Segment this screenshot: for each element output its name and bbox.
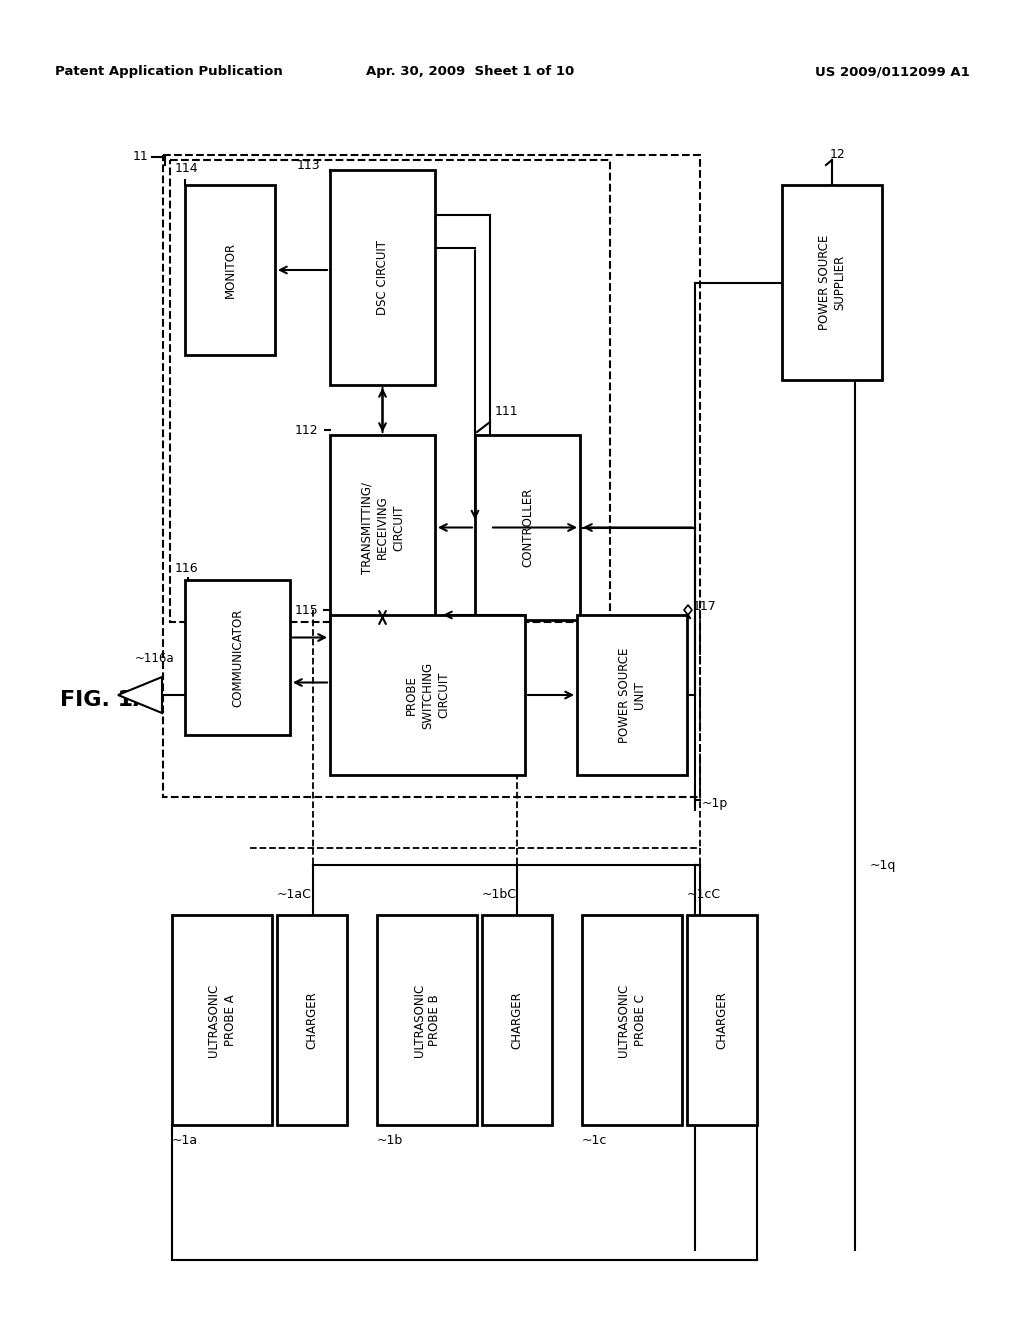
Text: Apr. 30, 2009  Sheet 1 of 10: Apr. 30, 2009 Sheet 1 of 10 bbox=[366, 66, 574, 78]
Text: ~1p: ~1p bbox=[702, 797, 728, 810]
Text: 12: 12 bbox=[830, 149, 846, 161]
Bar bbox=[330, 170, 435, 385]
Text: POWER SOURCE
UNIT: POWER SOURCE UNIT bbox=[617, 647, 646, 743]
Text: 113: 113 bbox=[296, 158, 319, 172]
Text: ~1a: ~1a bbox=[172, 1134, 198, 1147]
Bar bbox=[782, 185, 882, 380]
Bar bbox=[577, 615, 687, 775]
Bar bbox=[330, 436, 435, 620]
Text: CHARGER: CHARGER bbox=[305, 991, 318, 1049]
Text: 116: 116 bbox=[175, 562, 199, 576]
Text: Patent Application Publication: Patent Application Publication bbox=[55, 66, 283, 78]
Bar bbox=[330, 615, 525, 775]
Text: MONITOR: MONITOR bbox=[223, 242, 237, 298]
Bar bbox=[377, 915, 477, 1125]
Bar bbox=[163, 154, 700, 797]
Text: ~1aC: ~1aC bbox=[278, 888, 312, 902]
Text: POWER SOURCE
SUPPLIER: POWER SOURCE SUPPLIER bbox=[817, 235, 847, 330]
Bar bbox=[185, 185, 275, 355]
Bar bbox=[687, 915, 757, 1125]
Text: 114: 114 bbox=[175, 162, 199, 176]
Text: COMMUNICATOR: COMMUNICATOR bbox=[231, 609, 244, 706]
Text: CHARGER: CHARGER bbox=[716, 991, 728, 1049]
Polygon shape bbox=[118, 677, 162, 713]
Text: TRANSMITTING/
RECEIVING
CIRCUIT: TRANSMITTING/ RECEIVING CIRCUIT bbox=[360, 482, 406, 573]
Text: FIG. 1A: FIG. 1A bbox=[60, 690, 151, 710]
Text: ~1q: ~1q bbox=[870, 858, 896, 871]
Bar bbox=[482, 915, 552, 1125]
Text: 115: 115 bbox=[294, 603, 318, 616]
Text: 117: 117 bbox=[693, 601, 717, 612]
Text: ULTRASONIC
PROBE B: ULTRASONIC PROBE B bbox=[413, 983, 441, 1056]
Text: 11: 11 bbox=[132, 150, 148, 164]
Text: DSC CIRCUIT: DSC CIRCUIT bbox=[376, 240, 389, 315]
Text: ~1b: ~1b bbox=[377, 1134, 403, 1147]
Text: CONTROLLER: CONTROLLER bbox=[521, 488, 534, 568]
Text: US 2009/0112099 A1: US 2009/0112099 A1 bbox=[815, 66, 970, 78]
Bar bbox=[185, 579, 290, 735]
Text: 112: 112 bbox=[294, 424, 318, 437]
Text: 111: 111 bbox=[495, 405, 518, 418]
Text: ULTRASONIC
PROBE A: ULTRASONIC PROBE A bbox=[208, 983, 237, 1056]
Bar bbox=[278, 915, 347, 1125]
Text: PROBE
SWITCHING
CIRCUIT: PROBE SWITCHING CIRCUIT bbox=[406, 661, 450, 729]
Text: CHARGER: CHARGER bbox=[511, 991, 523, 1049]
Text: ~1c: ~1c bbox=[582, 1134, 607, 1147]
Text: ~1bC: ~1bC bbox=[482, 888, 517, 902]
Bar bbox=[170, 160, 610, 622]
Bar bbox=[475, 436, 580, 620]
Text: ULTRASONIC
PROBE C: ULTRASONIC PROBE C bbox=[617, 983, 646, 1056]
Text: ~1cC: ~1cC bbox=[687, 888, 721, 902]
Bar bbox=[582, 915, 682, 1125]
Bar bbox=[172, 915, 272, 1125]
Text: ~116a: ~116a bbox=[135, 652, 175, 664]
